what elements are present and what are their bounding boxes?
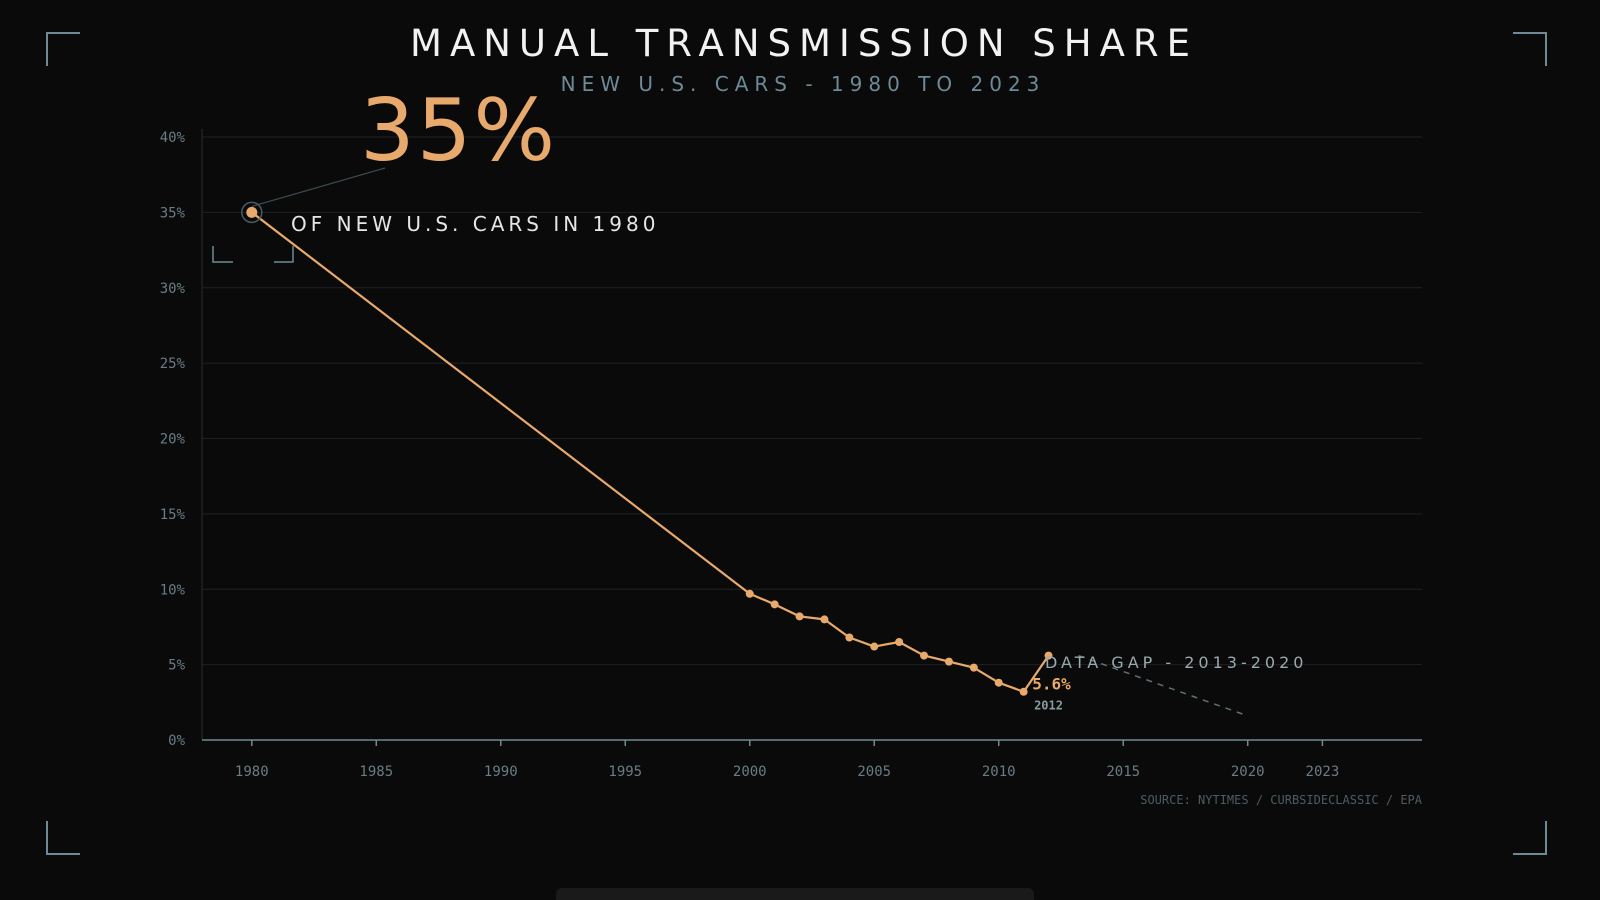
data-point — [870, 642, 879, 651]
y-tick-label: 20% — [160, 432, 186, 448]
x-tick-label: 2020 — [1231, 764, 1265, 780]
bracket-left — [212, 246, 233, 263]
y-tick-label: 35% — [160, 205, 186, 221]
highlight-value: 35% — [360, 81, 558, 181]
point-year-label: 2012 — [1034, 699, 1063, 713]
x-tick-label: 2010 — [982, 764, 1016, 780]
data-gap-label: DATA GAP - 2013-2020 — [1045, 653, 1308, 672]
x-tick-label: 2015 — [1106, 764, 1140, 780]
data-point — [969, 663, 978, 672]
y-tick-label: 25% — [160, 356, 186, 372]
data-point — [795, 612, 804, 621]
frame-corner-top-left — [46, 32, 80, 66]
data-point — [845, 633, 854, 642]
data-point — [246, 206, 258, 218]
x-tick-label: 1980 — [235, 764, 269, 780]
frame-corner-bottom-left — [46, 821, 80, 855]
data-point — [745, 589, 754, 598]
data-point — [994, 678, 1003, 687]
x-tick-label: 1995 — [608, 764, 642, 780]
data-point — [770, 600, 779, 609]
data-gap-dashed-line — [1078, 654, 1248, 717]
x-tick-label: 1985 — [359, 764, 393, 780]
data-point — [944, 657, 953, 666]
y-tick-label: 15% — [160, 507, 186, 523]
data-point — [895, 638, 904, 647]
series-line — [251, 211, 1050, 693]
y-tick-label: 5% — [168, 658, 185, 674]
frame-corner-top-right — [1513, 32, 1547, 66]
source-note: SOURCE: NYTIMES / CURBSIDECLASSIC / EPA — [1140, 793, 1422, 807]
chart-subtitle: NEW U.S. CARS - 1980 TO 2023 — [560, 72, 1046, 96]
x-tick-label: 2000 — [733, 764, 767, 780]
chart-title: MANUAL TRANSMISSION SHARE — [410, 22, 1198, 65]
data-point — [920, 651, 929, 660]
y-tick-label: 30% — [160, 281, 186, 297]
callout-connector — [251, 167, 386, 207]
highlight-ring — [241, 201, 263, 224]
bottom-toolbar-stub — [556, 888, 1034, 900]
frame-corner-bottom-right — [1513, 821, 1547, 855]
x-tick-label: 2005 — [857, 764, 891, 780]
highlight-caption: OF NEW U.S. CARS IN 1980 — [291, 212, 660, 236]
x-tick-label: 2023 — [1306, 764, 1340, 780]
y-tick-label: 0% — [168, 733, 185, 749]
data-point — [820, 615, 829, 624]
bracket-right — [274, 246, 294, 263]
y-tick-label: 10% — [160, 582, 186, 598]
y-tick-label: 40% — [160, 130, 186, 146]
data-point — [1019, 687, 1028, 696]
data-point — [1044, 651, 1053, 660]
x-tick-label: 1990 — [484, 764, 518, 780]
point-value-label: 5.6% — [1032, 675, 1071, 694]
